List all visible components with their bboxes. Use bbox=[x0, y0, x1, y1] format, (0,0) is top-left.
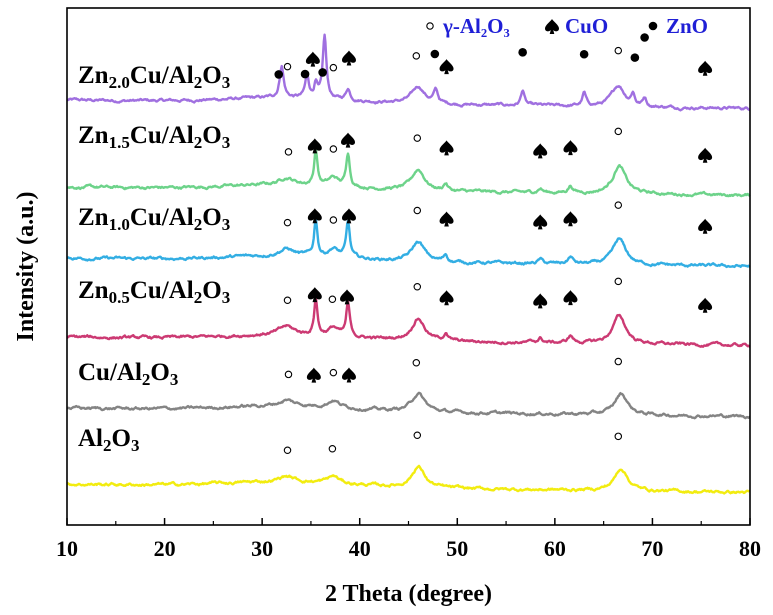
peak-marker-spade bbox=[305, 51, 320, 67]
peak-marker-spade bbox=[341, 367, 356, 383]
peak-marker-open-circle bbox=[614, 277, 623, 286]
peak-marker-filled-circle bbox=[579, 49, 589, 59]
series-label-4: Zn0.5Cu/Al2O3 bbox=[78, 277, 230, 307]
peak-marker-open-circle bbox=[329, 368, 338, 377]
series-label-5: Cu/Al2O3 bbox=[78, 359, 178, 389]
y-axis-title: Intensity (a.u.) bbox=[13, 191, 39, 341]
series-line-2 bbox=[66, 148, 751, 198]
peak-marker-spade bbox=[341, 132, 356, 148]
series-label-2: Zn1.5Cu/Al2O3 bbox=[78, 122, 230, 152]
x-tick-label: 30 bbox=[251, 536, 273, 561]
peak-marker-open-circle bbox=[283, 446, 292, 454]
peak-marker-spade bbox=[698, 147, 713, 163]
peak-marker-open-circle bbox=[283, 62, 292, 71]
peak-marker-open-circle bbox=[329, 216, 338, 224]
peak-marker-open-circle bbox=[614, 432, 623, 441]
peak-marker-open-circle bbox=[412, 52, 421, 60]
peak-marker-spade bbox=[340, 289, 355, 305]
peak-marker-filled-circle bbox=[430, 49, 440, 59]
peak-marker-filled-circle bbox=[300, 69, 310, 79]
legend-label-3: ZnO bbox=[666, 14, 708, 38]
legend-marker-spade bbox=[545, 19, 559, 34]
x-tick-label: 70 bbox=[641, 536, 663, 561]
peak-marker-open-circle bbox=[283, 218, 292, 227]
peak-marker-spade bbox=[533, 293, 548, 309]
x-tick-label: 80 bbox=[739, 536, 761, 561]
peak-marker-spade bbox=[439, 290, 454, 306]
x-tick-label: 20 bbox=[154, 536, 176, 561]
peak-marker-spade bbox=[307, 138, 322, 154]
peak-marker-spade bbox=[306, 367, 321, 383]
series-line-5 bbox=[66, 391, 751, 420]
peak-marker-spade bbox=[341, 208, 356, 224]
marker-layer bbox=[274, 33, 713, 454]
peak-marker-open-circle bbox=[328, 295, 337, 303]
peak-marker-open-circle bbox=[328, 445, 337, 453]
x-axis-title: 2 Theta (degree) bbox=[325, 581, 492, 607]
legend-marker-open-circle bbox=[426, 22, 434, 30]
peak-marker-open-circle bbox=[329, 145, 338, 153]
peak-marker-spade bbox=[307, 208, 322, 224]
legend: γ-Al₂O₃ CuO ZnO bbox=[426, 14, 708, 38]
series-label-6: Al2O3 bbox=[78, 425, 139, 455]
series-layer bbox=[66, 33, 751, 495]
peak-marker-open-circle bbox=[413, 282, 422, 291]
peak-marker-open-circle bbox=[329, 63, 338, 72]
peak-marker-filled-circle bbox=[318, 68, 327, 77]
peak-marker-spade bbox=[439, 59, 454, 75]
series-line-1 bbox=[66, 33, 751, 112]
peak-marker-filled-circle bbox=[274, 70, 284, 79]
series-label-1: Zn2.0Cu/Al2O3 bbox=[78, 62, 230, 92]
peak-marker-spade bbox=[307, 287, 322, 303]
legend-label-2: CuO bbox=[565, 14, 608, 38]
peak-marker-open-circle bbox=[614, 46, 623, 55]
peak-marker-open-circle bbox=[413, 206, 422, 215]
peak-marker-open-circle bbox=[413, 431, 422, 439]
x-tick-label: 60 bbox=[544, 536, 566, 561]
peak-marker-open-circle bbox=[283, 296, 292, 305]
peak-marker-spade bbox=[563, 211, 578, 227]
x-tick-label: 40 bbox=[349, 536, 371, 561]
peak-marker-spade bbox=[439, 140, 454, 156]
series-label-layer: Zn2.0Cu/Al2O3 Zn1.5Cu/Al2O3 Zn1.0Cu/Al2O3 Z… bbox=[78, 62, 230, 455]
peak-marker-filled-circle bbox=[518, 48, 527, 57]
series-line-3 bbox=[66, 218, 751, 269]
peak-marker-filled-circle bbox=[640, 33, 649, 42]
peak-marker-spade bbox=[533, 214, 548, 230]
peak-marker-open-circle bbox=[413, 134, 422, 142]
peak-marker-spade bbox=[439, 211, 454, 227]
legend-label-1: γ-Al₂O₃ bbox=[442, 14, 510, 38]
peak-marker-open-circle bbox=[412, 359, 421, 367]
peak-marker-spade bbox=[563, 290, 578, 306]
peak-marker-spade bbox=[698, 297, 713, 313]
x-tick-label: 50 bbox=[446, 536, 468, 561]
series-line-6 bbox=[66, 464, 751, 495]
legend-marker-filled-circle bbox=[648, 21, 658, 31]
peak-marker-open-circle bbox=[614, 127, 623, 136]
peak-marker-open-circle bbox=[284, 148, 293, 156]
x-tick-label: 10 bbox=[56, 536, 78, 561]
peak-marker-spade bbox=[698, 60, 713, 76]
peak-marker-spade bbox=[533, 143, 548, 159]
peak-marker-spade bbox=[698, 218, 713, 234]
peak-marker-open-circle bbox=[614, 357, 623, 366]
peak-marker-spade bbox=[341, 50, 356, 66]
peak-marker-filled-circle bbox=[630, 53, 640, 62]
series-label-3: Zn1.0Cu/Al2O3 bbox=[78, 204, 230, 234]
series-line-4 bbox=[66, 297, 751, 348]
peak-marker-open-circle bbox=[284, 370, 293, 379]
peak-marker-open-circle bbox=[614, 201, 623, 209]
peak-marker-spade bbox=[563, 140, 578, 156]
x-axis: 10 20 30 40 50 60 70 80 bbox=[56, 518, 761, 561]
